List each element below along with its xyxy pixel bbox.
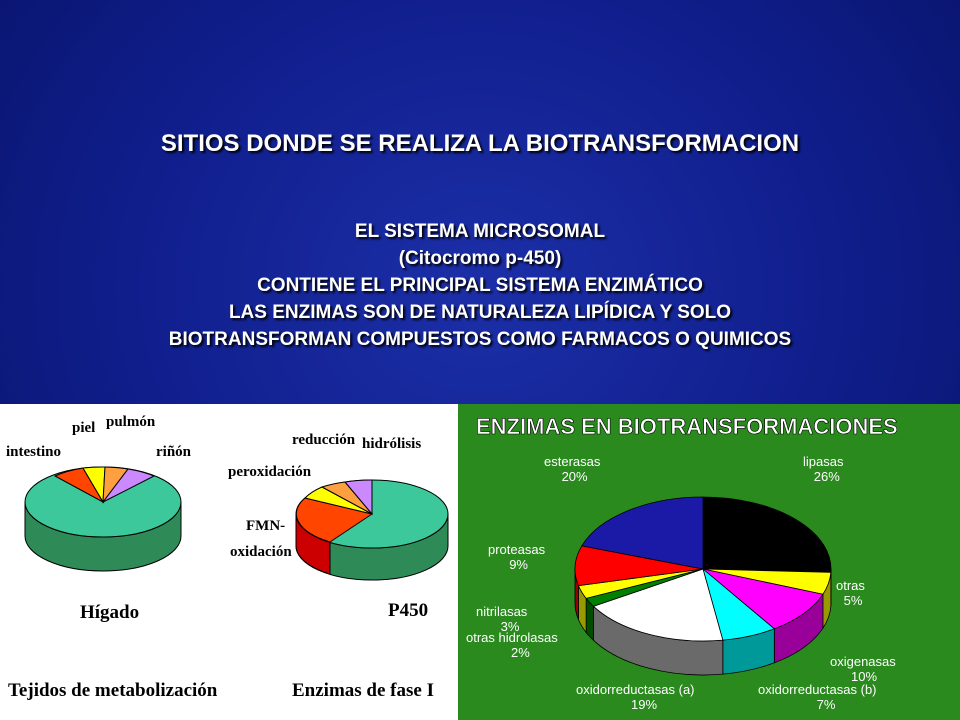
body-line-1: EL SISTEMA MICROSOMAL (354, 221, 606, 242)
slice-label: oxigenasas (830, 654, 896, 669)
slice-label: otras hidrolasas (466, 630, 558, 645)
label-hidrolisis: hidrólisis (362, 436, 421, 452)
body-line-3: CONTIENE EL PRINCIPAL SISTEMA ENZIMÁTICO (257, 275, 703, 296)
slice-percent: 5% (844, 593, 863, 608)
slice-percent: 26% (814, 469, 840, 484)
slice-percent: 10% (851, 669, 877, 684)
label-fmn: FMN- (246, 518, 285, 534)
label-rinon: riñón (156, 444, 192, 460)
slice-percent: 19% (631, 697, 657, 712)
p450-pie (295, 479, 449, 581)
body-line-5: BIOTRANSFORMAN COMPUESTOS COMO FARMACOS … (168, 329, 792, 350)
slide-title: SITIOS DONDE SE REALIZA LA BIOTRANSFORMA… (160, 130, 800, 157)
slice-oxidorreductasas-a- (592, 568, 724, 642)
enzyme-pie-chart: ENZIMAS EN BIOTRANSFORMACIONES lipasas26… (466, 414, 898, 712)
slice-percent: 7% (817, 697, 836, 712)
slice-label: proteasas (488, 542, 546, 557)
label-p450: P450 (388, 600, 428, 621)
label-pulmon: pulmón (106, 414, 156, 430)
slide-body: EL SISTEMA MICROSOMAL (Citocromo p-450) … (0, 218, 960, 353)
slice-percent: 2% (511, 645, 530, 660)
label-oxidacion: oxidación (230, 544, 292, 560)
label-piel: piel (72, 420, 95, 436)
label-reduccion: reducción (292, 432, 356, 448)
caption-enzimas: Enzimas de fase I (292, 680, 434, 701)
caption-tejidos: Tejidos de metabolización (8, 680, 218, 701)
slice-lipasas (702, 496, 832, 573)
body-line-2: (Citocromo p-450) (398, 248, 562, 269)
slice-oxigenasas (702, 568, 824, 630)
body-line-4: LAS ENZIMAS SON DE NATURALEZA LIPÍDICA Y… (228, 302, 732, 323)
slice-label: lipasas (803, 454, 844, 469)
label-peroxidacion: peroxidación (228, 464, 312, 480)
slice-label: oxidorreductasas (a) (576, 682, 695, 697)
figure-left-svg: intestino piel pulmón riñón Hígado Tejid… (6, 414, 449, 701)
enzyme-chart-title: ENZIMAS EN BIOTRANSFORMACIONES (476, 414, 898, 439)
label-intestino: intestino (6, 444, 61, 460)
slice-esterasas (581, 496, 704, 570)
slice-label: otras (836, 578, 865, 593)
slice-label: nitrilasas (476, 604, 528, 619)
figure-right: ENZIMAS EN BIOTRANSFORMACIONES lipasas 26… (458, 404, 960, 720)
slice-percent: 20% (562, 469, 588, 484)
slice-label: oxidorreductasas (b) (758, 682, 877, 697)
figure-left: intestino piel pulmón riñón Hígado Tejid… (0, 404, 458, 720)
slice-percent: 9% (509, 557, 528, 572)
slice-label: esterasas (544, 454, 601, 469)
label-higado: Hígado (80, 602, 139, 623)
higado-pie (24, 466, 182, 572)
slice-percent: 3% (501, 619, 520, 634)
